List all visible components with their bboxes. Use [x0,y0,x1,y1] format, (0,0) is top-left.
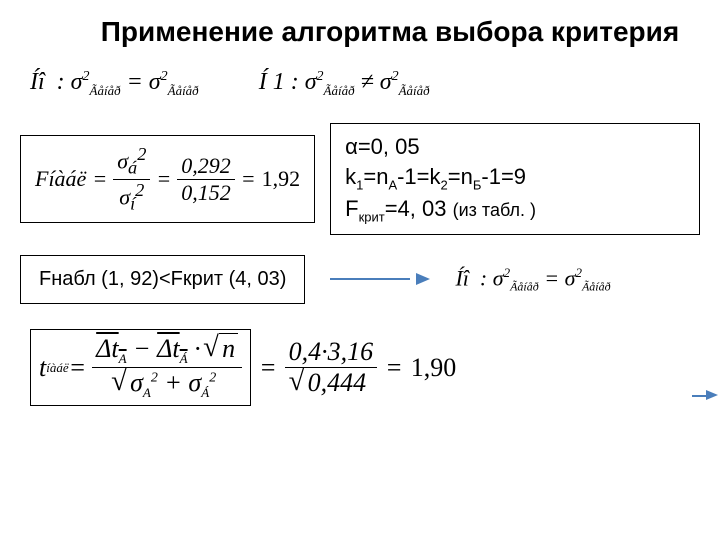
f-num: 0,292 [177,153,235,180]
compare-row: Fнабл (1, 92)<Fкрит (4, 03) Íî : σ2Ãåíåð… [20,255,700,304]
f-label: Fíàáë [35,166,86,192]
t-result: 1,90 [411,353,457,383]
fcrit-line: Fкрит=4, 03 (из табл. ) [345,194,685,226]
t-den: 0,444 [305,367,370,397]
sigma: σ [71,69,83,95]
f-result: 1,92 [262,166,301,192]
f-den: 0,152 [177,180,235,206]
params-box: α=0, 05 k1=nА-1=k2=nБ-1=9 Fкрит=4, 03 (и… [330,123,700,235]
alpha-line: α=0, 05 [345,132,685,162]
slide-title: Применение алгоритма выбора критерия [20,15,700,49]
h1-label: Í [259,69,267,95]
conclusion-formula: Íî : σ2Ãåíåð = σ2Ãåíåð [455,265,610,295]
arrow-icon [330,278,430,280]
t-formula: tíàáë = ΔtA − ΔtÁ · n σA2 + σÁ2 = 0,4·3,… [20,329,700,406]
h0-label: Íî [30,69,45,95]
t-num: 0,4·3,16 [285,337,378,368]
mid-row: Fíàáë = σá2 σí2 = 0,292 0,152 =1,92 α=0,… [20,123,700,235]
k-line: k1=nА-1=k2=nБ-1=9 [345,162,685,194]
hypotheses-row: Íî : σ2Ãåíåð = σ2Ãåíåð Í 1 : σ2Ãåíåð ≠ σ… [20,69,700,99]
f-formula-box: Fíàáë = σá2 σí2 = 0,292 0,152 =1,92 [20,135,315,223]
comparison-box: Fнабл (1, 92)<Fкрит (4, 03) [20,255,305,304]
